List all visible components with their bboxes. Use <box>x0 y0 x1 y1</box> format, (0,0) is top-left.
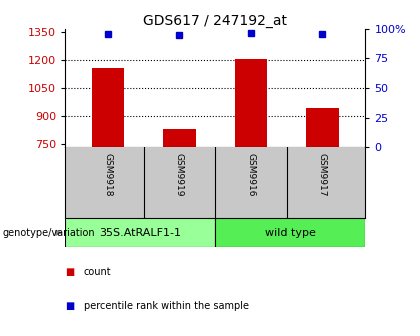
Text: GSM9918: GSM9918 <box>103 153 113 197</box>
Bar <box>163 129 196 147</box>
Text: ■: ■ <box>65 267 74 277</box>
Text: percentile rank within the sample: percentile rank within the sample <box>84 301 249 311</box>
Bar <box>235 59 267 147</box>
Text: ■: ■ <box>65 301 74 311</box>
Bar <box>307 108 339 147</box>
Text: GSM9917: GSM9917 <box>318 153 327 197</box>
Text: wild type: wild type <box>265 228 316 238</box>
Text: count: count <box>84 267 112 277</box>
Bar <box>92 69 124 147</box>
Text: 35S.AtRALF1-1: 35S.AtRALF1-1 <box>99 228 181 238</box>
Bar <box>215 218 365 247</box>
Text: GSM9919: GSM9919 <box>175 153 184 197</box>
Text: genotype/variation: genotype/variation <box>2 228 95 238</box>
Title: GDS617 / 247192_at: GDS617 / 247192_at <box>143 13 287 28</box>
Bar <box>65 218 215 247</box>
Text: GSM9916: GSM9916 <box>247 153 255 197</box>
